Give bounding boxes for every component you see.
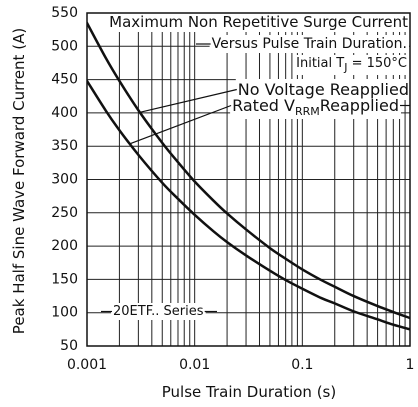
y-tick-label: 250	[51, 205, 78, 221]
x-axis-ticks: 0.001 0.01 0.1 1	[67, 357, 415, 373]
leader-rated-vrrm-reapplied	[129, 104, 232, 145]
y-tick-label: 350	[51, 138, 78, 154]
x-tick-label: 1	[406, 357, 415, 373]
test-condition-tail: = 150°C	[347, 56, 407, 71]
annotation-leaders	[101, 43, 410, 313]
y-tick-label: 150	[51, 271, 78, 287]
annotations: Maximum Non Repetitive Surge Current Ver…	[109, 13, 409, 319]
curves	[87, 21, 410, 331]
curve-no-voltage-reapplied	[87, 21, 410, 320]
x-axis-label: Pulse Train Duration (s)	[162, 383, 336, 401]
annotation-background	[209, 35, 409, 53]
plot-frame	[86, 12, 411, 347]
chart-subtitle: Versus Pulse Train Duration.	[212, 36, 407, 52]
test-condition-subscript: J	[343, 61, 347, 74]
legend-label-rated-vrrm-reapplied: Rated VRRMReapplied	[232, 96, 399, 118]
y-tick-label: 550	[51, 5, 78, 21]
x-tick-label: 0.001	[67, 357, 107, 373]
part-series-label: 20ETF.. Series	[113, 304, 204, 319]
chart-title: Maximum Non Repetitive Surge Current	[109, 13, 408, 31]
y-axis-ticks: 50 100 150 200 250 300 350 400 450 500 550	[51, 5, 78, 354]
annotation-background	[107, 12, 411, 32]
legend-label-no-voltage-reapplied: No Voltage Reapplied	[238, 80, 409, 99]
legend-label-rated-subscript: RRM	[295, 105, 320, 118]
test-condition-text: Initial T	[296, 56, 344, 71]
y-tick-label: 100	[51, 305, 78, 321]
y-tick-label: 200	[51, 238, 78, 254]
leader-no-voltage-reapplied	[139, 88, 237, 113]
legend-label-rated-tail: Reapplied	[320, 96, 399, 115]
test-condition: Initial TJ = 150°C	[296, 56, 407, 74]
legend-label-rated-text: Rated V	[232, 96, 295, 115]
annotation-background	[235, 79, 411, 100]
y-tick-label: 50	[60, 338, 78, 354]
y-tick-label: 450	[51, 72, 78, 88]
x-tick-label: 0.01	[179, 357, 210, 373]
y-axis-label: Peak Half Sine Wave Forward Current (A)	[10, 28, 28, 334]
y-tick-label: 500	[51, 38, 78, 54]
y-tick-label: 400	[51, 105, 78, 121]
annotation-backgrounds	[107, 12, 411, 320]
annotation-background	[294, 55, 409, 75]
y-tick-label: 300	[51, 172, 78, 188]
annotation-background	[111, 303, 206, 320]
curve-rated-vrrm-reapplied	[87, 79, 410, 331]
annotation-background	[230, 95, 401, 119]
x-tick-label: 0.1	[291, 357, 313, 373]
